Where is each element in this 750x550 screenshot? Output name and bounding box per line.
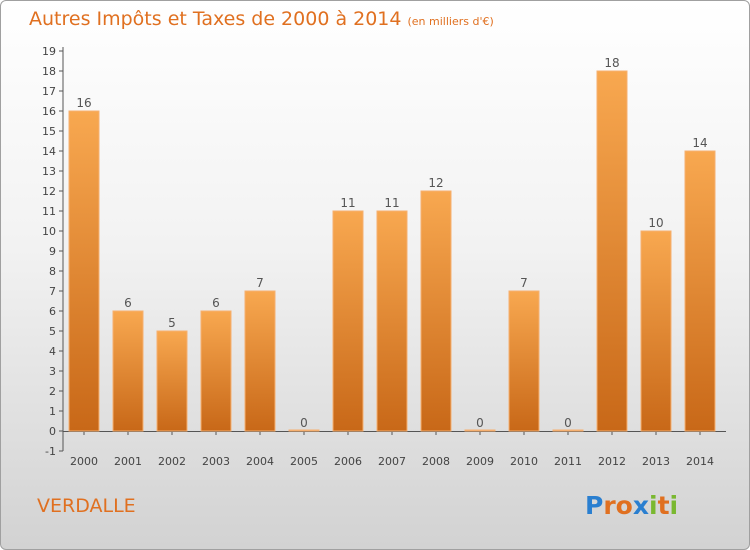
logo-letter: x xyxy=(632,491,649,520)
logo-letter: t xyxy=(657,491,670,520)
value-label-2013: 10 xyxy=(648,216,663,230)
bar-2012 xyxy=(596,70,628,432)
x-tick-label-2005: 2005 xyxy=(290,455,318,468)
chart-bars xyxy=(68,70,716,432)
x-tick-label-2006: 2006 xyxy=(334,455,362,468)
bar-2000 xyxy=(68,110,100,432)
value-label-2002: 5 xyxy=(168,316,176,330)
logo-letter: r xyxy=(603,491,616,520)
value-label-2007: 11 xyxy=(384,196,399,210)
y-tick-label: 6 xyxy=(49,305,56,318)
bar-2013 xyxy=(640,230,672,432)
y-tick-label: 11 xyxy=(42,205,56,218)
value-label-2012: 18 xyxy=(604,56,619,70)
x-tick-label-2010: 2010 xyxy=(510,455,538,468)
x-tick-label-2003: 2003 xyxy=(202,455,230,468)
y-tick-label: 8 xyxy=(49,265,56,278)
value-label-2014: 14 xyxy=(692,136,707,150)
bar-2011 xyxy=(552,429,584,432)
x-tick-label-2002: 2002 xyxy=(158,455,186,468)
proxiti-logo[interactable]: Proxiti xyxy=(585,491,678,520)
logo-letter: i xyxy=(669,491,679,520)
value-label-2009: 0 xyxy=(476,416,484,430)
bar-2005 xyxy=(288,429,320,432)
bar-2004 xyxy=(244,290,276,432)
y-tick-label: 19 xyxy=(42,45,56,58)
bar-2006 xyxy=(332,210,364,432)
value-label-2010: 7 xyxy=(520,276,528,290)
x-tick-label-2014: 2014 xyxy=(686,455,714,468)
x-tick-label-2009: 2009 xyxy=(466,455,494,468)
x-tick-label-2000: 2000 xyxy=(70,455,98,468)
value-label-2011: 0 xyxy=(564,416,572,430)
chart-title: Autres Impôts et Taxes de 2000 à 2014 xyxy=(29,8,402,30)
title-row: Autres Impôts et Taxes de 2000 à 2014 (en… xyxy=(29,8,494,30)
bar-2001 xyxy=(112,310,144,432)
bar-2003 xyxy=(200,310,232,432)
x-tick-label-2007: 2007 xyxy=(378,455,406,468)
y-tick-label: -1 xyxy=(45,445,56,458)
x-tick-label-2012: 2012 xyxy=(598,455,626,468)
logo-letter: i xyxy=(649,491,658,520)
y-tick-label: 7 xyxy=(49,285,56,298)
y-tick-label: 18 xyxy=(42,65,56,78)
x-tick-label-2011: 2011 xyxy=(554,455,582,468)
chart-labels: 16 6 5 6 7 0 11 11 12 0 7 0 18 10 14 xyxy=(76,56,707,430)
x-tick-label-2013: 2013 xyxy=(642,455,670,468)
y-tick-label: 2 xyxy=(49,385,56,398)
y-tick-label: 3 xyxy=(49,365,56,378)
chart-subtitle: (en milliers d'€) xyxy=(407,15,494,28)
value-label-2008: 12 xyxy=(428,176,443,190)
logo-letter: o xyxy=(615,491,633,520)
y-tick-label: 10 xyxy=(42,225,56,238)
bar-2010 xyxy=(508,290,540,432)
y-tick-label: 1 xyxy=(49,405,56,418)
value-label-2004: 7 xyxy=(256,276,264,290)
value-label-2006: 11 xyxy=(340,196,355,210)
bar-2007 xyxy=(376,210,408,432)
y-tick-label: 16 xyxy=(42,105,56,118)
y-tick-label: 4 xyxy=(49,345,56,358)
x-tick-label-2004: 2004 xyxy=(246,455,274,468)
value-label-2000: 16 xyxy=(76,96,91,110)
city-name: VERDALLE xyxy=(37,495,136,517)
value-label-2001: 6 xyxy=(124,296,132,310)
y-tick-label: 14 xyxy=(42,145,56,158)
value-label-2005: 0 xyxy=(300,416,308,430)
value-label-2003: 6 xyxy=(212,296,220,310)
x-tick-label-2008: 2008 xyxy=(422,455,450,468)
y-tick-label: 12 xyxy=(42,185,56,198)
bar-2009 xyxy=(464,429,496,432)
y-tick-label: 9 xyxy=(49,245,56,258)
bar-2014 xyxy=(684,150,716,432)
y-tick-label: 13 xyxy=(42,165,56,178)
x-tick-label-2001: 2001 xyxy=(114,455,142,468)
y-tick-label: 0 xyxy=(49,425,56,438)
bar-2008 xyxy=(420,190,452,432)
y-tick-label: 17 xyxy=(42,85,56,98)
logo-letter: P xyxy=(585,491,604,520)
y-tick-label: 5 xyxy=(49,325,56,338)
y-tick-label: 15 xyxy=(42,125,56,138)
bar-2002 xyxy=(156,330,188,432)
